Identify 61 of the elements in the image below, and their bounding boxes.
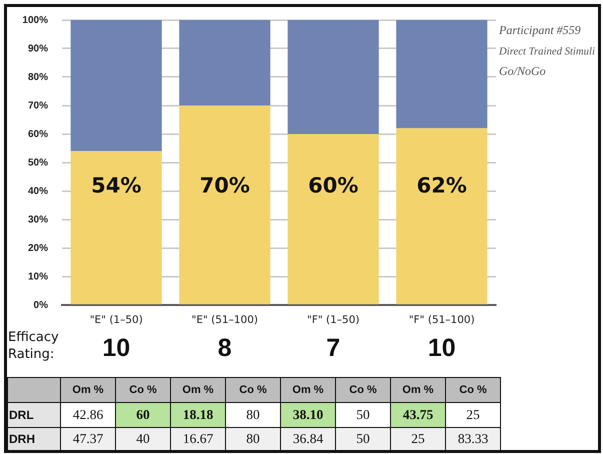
y-tick-label: 100% [22,14,48,26]
y-tick-label: 80% [28,72,48,83]
data-label: 40 [116,428,170,450]
x-tick-label: Om % [280,378,336,402]
data-label: 60% [308,174,358,198]
x-tick-label: Om % [60,378,116,402]
y-tick-label: 30% [28,214,48,226]
data-label: 38.10 [280,402,336,428]
text: Participant #559 [498,23,581,38]
x-tick-label: "E" (1–50) [90,314,143,326]
data-label: 18.18 [170,402,226,428]
x-tick-label: Co % [226,378,280,402]
data-label: 25 [390,428,446,450]
y-tick-label: 10% [28,271,48,282]
data-label: 80 [226,402,280,428]
y-tick-label: 40% [28,186,48,197]
y-tick-label: 70% [28,100,48,112]
y-tick-label: DRH [8,428,60,450]
x-tick-label: "F" (1–50) [306,314,360,326]
y-tick-label: 60% [28,128,48,140]
bar [288,134,379,304]
data-label: 70% [200,174,250,198]
data-label: 80 [226,428,280,450]
x-tick-label: Co % [446,378,500,402]
text: 10 [101,333,132,363]
bar [179,106,270,304]
y-tick-label: 50% [28,157,48,168]
x-tick-label: "F" (51–100) [408,314,475,326]
y-tick-label: 0% [34,300,48,311]
data-label: 54% [91,174,142,198]
bar [396,128,488,304]
text: 8 [216,333,233,363]
data-label: 50 [336,402,390,428]
x-tick-label: Co % [336,378,390,402]
text: Go/NoGo [499,64,546,78]
data-label: 42.86 [60,402,116,428]
data-label: 16.67 [170,428,226,450]
bar [70,151,162,304]
text: Direct Trained Stimuli [498,45,595,58]
data-label: 50 [336,428,390,450]
x-tick-label: Co % [116,378,170,402]
data-label: 43.75 [390,402,446,428]
bar [288,20,379,134]
data-label: 60 [116,402,170,428]
data-label: 25 [446,402,500,428]
x-tick-label: Om % [390,378,446,402]
data-label: 62% [416,174,467,198]
data-label: 47.37 [60,428,116,450]
text: 10 [426,333,457,363]
text: Efficacy Rating: [8,329,60,363]
text: 7 [325,333,342,363]
data-label: 36.84 [280,428,336,450]
y-tick-label: DRL [8,402,60,428]
y-tick-label: 20% [28,242,48,254]
y-tick-label: 90% [28,43,48,54]
x-tick-label: Om % [170,378,226,402]
bar [70,20,162,152]
bar [179,20,270,106]
data-label: 83.33 [446,428,500,450]
bar [396,20,488,128]
x-tick-label: "E" (51–100) [192,314,258,326]
